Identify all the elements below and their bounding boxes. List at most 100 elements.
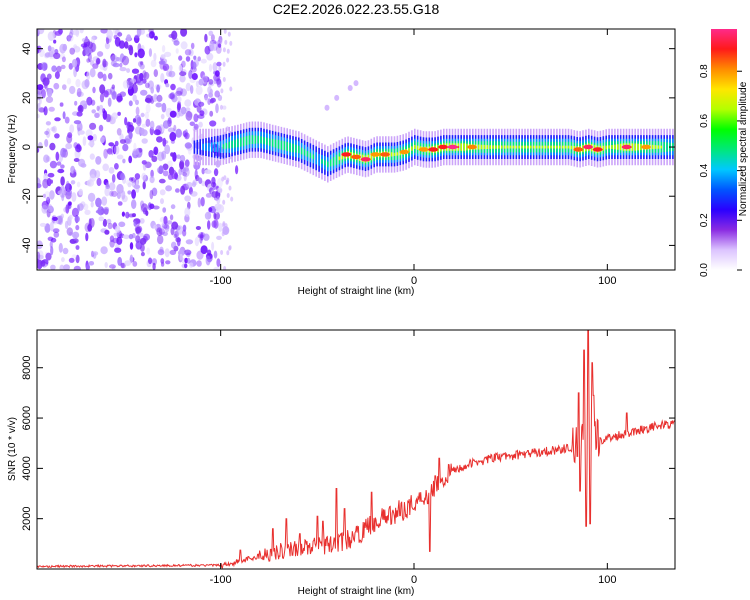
noise-speckle [127, 190, 132, 195]
noise-speckle [183, 173, 187, 182]
noise-speckle [62, 247, 69, 255]
noise-speckle [139, 237, 147, 245]
noise-speckle [173, 233, 178, 239]
noise-speckle [104, 229, 110, 235]
noise-speckle [229, 40, 233, 46]
noise-speckle [126, 34, 132, 42]
noise-speckle [190, 42, 195, 50]
noise-speckle [175, 128, 182, 138]
noise-speckle [43, 80, 48, 89]
noise-speckle [226, 57, 230, 63]
noise-speckle [60, 176, 65, 186]
noise-speckle [142, 78, 147, 84]
ridge-peak [592, 147, 603, 152]
noise-speckle [103, 90, 109, 98]
noise-speckle [216, 61, 222, 67]
noise-speckle [170, 83, 176, 91]
noise-speckle [82, 203, 89, 211]
noise-speckle [176, 87, 184, 95]
noise-speckle [92, 63, 99, 69]
noise-speckle [150, 120, 155, 130]
ridge-peak [341, 152, 352, 157]
noise-speckle [149, 31, 155, 39]
noise-speckle [204, 211, 212, 220]
noise-speckle [150, 169, 154, 178]
noise-speckle [47, 51, 55, 58]
noise-speckle [38, 142, 43, 150]
noise-speckle [118, 221, 126, 228]
noise-speckle [57, 215, 64, 226]
noise-speckle [228, 245, 231, 251]
noise-speckle [167, 127, 175, 133]
noise-speckle [198, 78, 204, 86]
noise-speckle [188, 70, 193, 79]
noise-speckle [81, 37, 89, 43]
noise-speckle [153, 69, 158, 78]
noise-speckle [73, 67, 77, 78]
noise-speckle [221, 231, 225, 237]
snr-xtick-label: -100 [210, 574, 232, 586]
noise-speckle [222, 117, 226, 123]
noise-speckle [168, 70, 176, 78]
noise-speckle [140, 251, 145, 257]
noise-speckle [171, 30, 178, 40]
noise-speckle [107, 97, 112, 107]
noise-speckle [142, 70, 147, 79]
noise-speckle [72, 231, 80, 239]
noise-speckle [199, 235, 203, 244]
noise-speckle [86, 264, 90, 270]
noise-speckle [77, 104, 84, 113]
noise-speckle [102, 73, 107, 82]
noise-speckle [226, 177, 230, 183]
noise-speckle [169, 131, 177, 142]
ridge-peak [418, 147, 429, 152]
noise-speckle [134, 34, 140, 39]
noise-speckle [217, 187, 223, 193]
snr-frame [36, 329, 676, 570]
noise-speckle [82, 103, 88, 110]
noise-speckle [59, 53, 66, 60]
noise-speckle [152, 205, 160, 210]
spectrogram-panel: -100 0 100 40 20 0 -20 -40 Height of straight l… [7, 28, 676, 297]
noise-speckle [185, 239, 194, 245]
noise-speckle [228, 185, 232, 191]
noise-speckle [218, 188, 223, 194]
noise-speckle [149, 176, 155, 184]
noise-speckle [208, 79, 214, 85]
noise-speckle [164, 51, 172, 58]
noise-speckle [140, 112, 145, 118]
noise-speckle [162, 163, 169, 171]
noise-speckle [185, 110, 193, 121]
noise-speckle [110, 53, 116, 62]
noise-speckle [54, 133, 60, 139]
noise-speckle [75, 144, 82, 153]
colorbar-tick-label: 0.0 [699, 263, 710, 277]
noise-speckle [220, 104, 223, 110]
colorbar-label: Normalized spectral amplitude [738, 81, 749, 216]
noise-speckle [74, 100, 78, 106]
noise-speckle [134, 52, 138, 58]
noise-speckle [37, 147, 40, 153]
noise-speckle [103, 206, 110, 214]
noise-speckle [200, 71, 206, 79]
noise-speckle [104, 262, 108, 268]
noise-speckle [110, 54, 118, 63]
noise-speckle [40, 61, 48, 68]
noise-speckle [68, 214, 73, 221]
noise-speckle [218, 43, 222, 48]
noise-speckle [182, 166, 190, 172]
noise-speckle [60, 213, 64, 219]
noise-speckle [223, 266, 227, 270]
noise-speckle [155, 102, 162, 108]
noise-speckle [176, 225, 184, 235]
noise-speckle [132, 118, 137, 123]
noise-speckle [158, 60, 166, 65]
noise-speckle [169, 92, 176, 100]
noise-speckle [198, 101, 205, 107]
noise-speckle [206, 52, 214, 61]
noise-speckle [216, 235, 222, 240]
noise-speckle [66, 227, 74, 236]
noise-speckle [52, 228, 60, 234]
noise-speckle [169, 249, 177, 255]
